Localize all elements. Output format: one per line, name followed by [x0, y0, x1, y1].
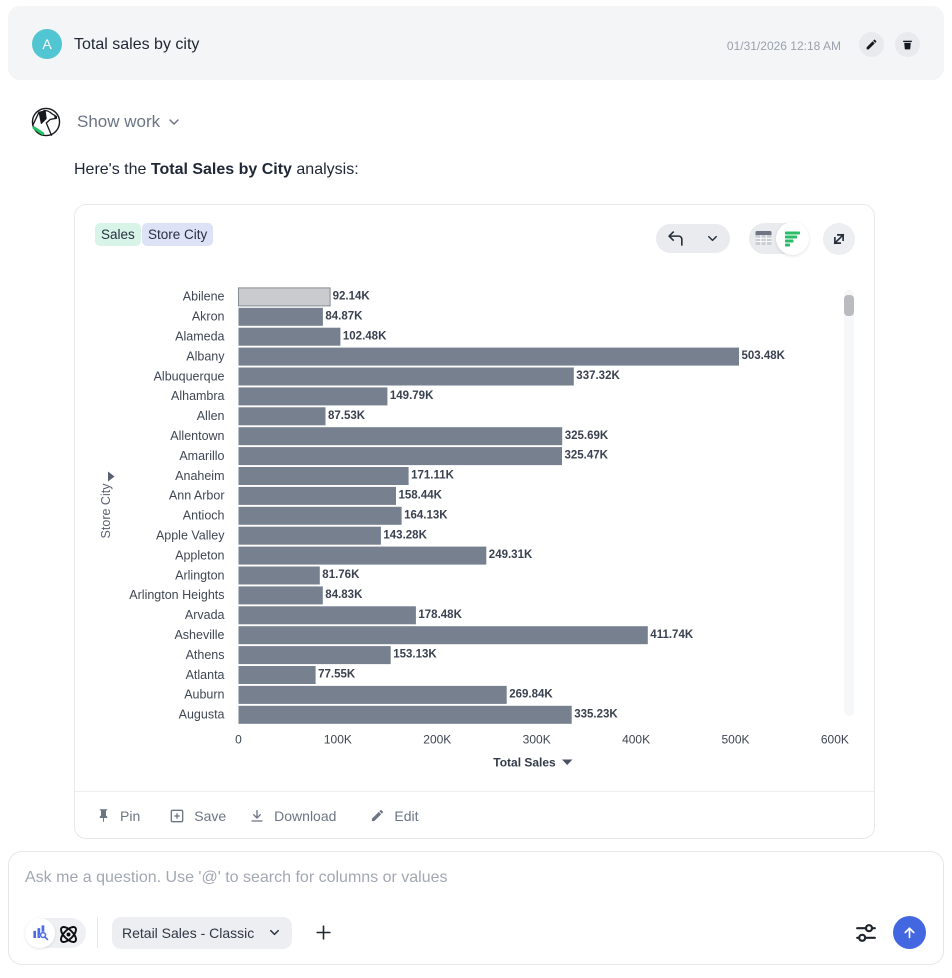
svg-text:Auburn: Auburn [184, 688, 224, 702]
svg-text:600K: 600K [821, 733, 849, 747]
svg-text:Apple Valley: Apple Valley [156, 529, 225, 543]
svg-text:153.13K: 153.13K [393, 649, 437, 661]
svg-text:Ann Arbor: Ann Arbor [169, 489, 225, 503]
svg-text:Arvada: Arvada [185, 608, 225, 622]
svg-text:149.79K: 149.79K [390, 390, 434, 402]
svg-text:335.23K: 335.23K [574, 708, 618, 720]
svg-text:411.74K: 411.74K [650, 629, 694, 641]
svg-text:337.32K: 337.32K [576, 370, 620, 382]
svg-text:143.28K: 143.28K [383, 529, 427, 541]
svg-text:200K: 200K [423, 733, 451, 747]
svg-text:Albany: Albany [186, 349, 225, 363]
svg-text:503.48K: 503.48K [742, 350, 786, 362]
svg-text:Athens: Athens [186, 648, 225, 662]
svg-text:92.14K: 92.14K [333, 291, 371, 303]
svg-text:102.48K: 102.48K [343, 330, 387, 342]
svg-text:300K: 300K [523, 733, 551, 747]
svg-text:325.47K: 325.47K [565, 450, 609, 462]
svg-text:164.13K: 164.13K [404, 509, 448, 521]
svg-text:158.44K: 158.44K [399, 490, 443, 502]
svg-text:Augusta: Augusta [179, 708, 225, 722]
svg-text:77.55K: 77.55K [318, 669, 356, 681]
svg-text:178.48K: 178.48K [418, 609, 462, 621]
svg-text:400K: 400K [622, 733, 650, 747]
svg-text:Antioch: Antioch [183, 509, 225, 523]
svg-text:87.53K: 87.53K [328, 410, 366, 422]
svg-text:Arlington: Arlington [175, 568, 224, 582]
svg-text:Appleton: Appleton [175, 548, 224, 562]
svg-text:249.31K: 249.31K [489, 549, 533, 561]
svg-text:Albuquerque: Albuquerque [154, 369, 225, 383]
svg-text:500K: 500K [721, 733, 749, 747]
svg-text:84.87K: 84.87K [325, 310, 363, 322]
svg-text:81.76K: 81.76K [322, 569, 360, 581]
svg-text:Atlanta: Atlanta [186, 668, 225, 682]
svg-text:Allen: Allen [197, 409, 225, 423]
svg-text:171.11K: 171.11K [411, 470, 455, 482]
svg-text:Alameda: Alameda [175, 330, 224, 344]
svg-text:325.69K: 325.69K [565, 430, 609, 442]
svg-text:Arlington Heights: Arlington Heights [129, 588, 224, 602]
svg-text:Abilene: Abilene [183, 290, 225, 304]
svg-text:269.84K: 269.84K [509, 689, 553, 701]
svg-text:Allentown: Allentown [170, 429, 224, 443]
svg-text:Amarillo: Amarillo [179, 449, 224, 463]
svg-text:Alhambra: Alhambra [171, 389, 225, 403]
svg-text:Akron: Akron [192, 310, 225, 324]
svg-text:100K: 100K [324, 733, 352, 747]
svg-text:Asheville: Asheville [174, 628, 224, 642]
svg-text:Anaheim: Anaheim [175, 469, 224, 483]
svg-text:0: 0 [235, 733, 242, 747]
svg-text:84.83K: 84.83K [325, 589, 363, 601]
svg-text:Store City: Store City [99, 483, 113, 539]
svg-text:Total Sales: Total Sales [493, 756, 556, 770]
